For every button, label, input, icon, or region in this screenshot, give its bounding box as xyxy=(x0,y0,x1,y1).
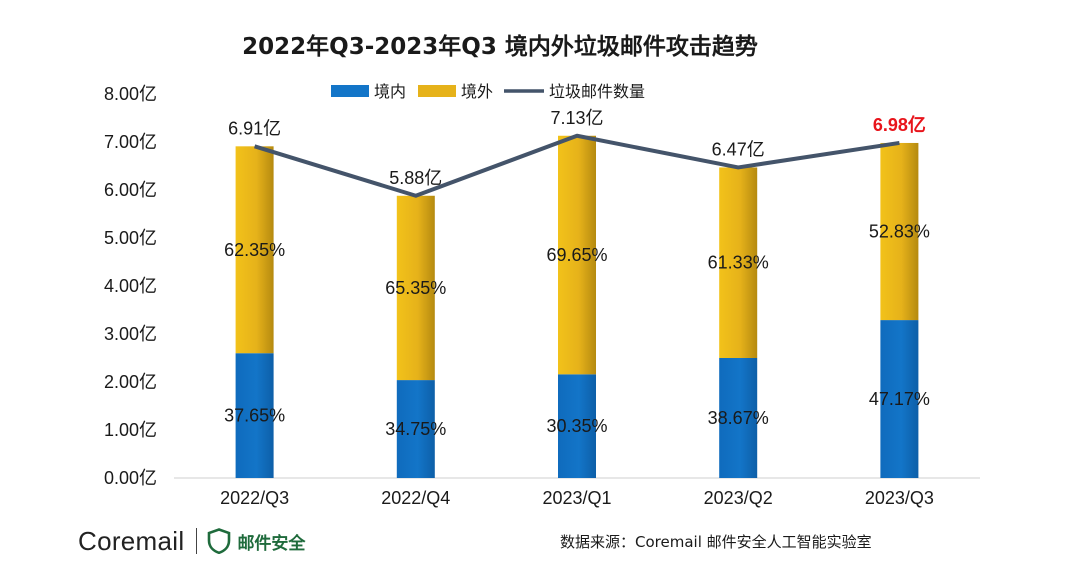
y-tick-label: 8.00亿 xyxy=(104,84,157,104)
trend-line: 6.91亿 5.88亿 7.13亿 6.47亿 6.98亿 xyxy=(228,108,926,198)
data-label-domestic: 34.75% xyxy=(385,419,446,439)
data-label-total: 7.13亿 xyxy=(550,108,603,128)
data-source: 数据来源：Coremail 邮件安全人工智能实验室 xyxy=(560,533,872,551)
x-tick-label: 2023/Q3 xyxy=(865,488,934,508)
data-label-domestic: 30.35% xyxy=(546,416,607,436)
bar-domestic xyxy=(396,380,435,478)
trend-line-path xyxy=(254,133,900,198)
brand-coremail: Coremail xyxy=(78,525,185,556)
brand-divider xyxy=(196,528,198,554)
y-tick-label: 0.00亿 xyxy=(104,468,157,488)
x-tick-label: 2022/Q4 xyxy=(381,488,450,508)
data-label-total: 6.91亿 xyxy=(228,118,281,138)
x-tick-label: 2022/Q3 xyxy=(220,488,289,508)
x-axis: 2022/Q3 2022/Q4 2023/Q1 2023/Q2 2023/Q3 xyxy=(220,488,934,508)
data-label-foreign: 69.65% xyxy=(546,245,607,265)
bar-domestic xyxy=(719,358,758,478)
y-tick-label: 5.00亿 xyxy=(104,228,157,248)
bar-foreign xyxy=(396,195,435,381)
data-label-foreign: 65.35% xyxy=(385,278,446,298)
y-tick-label: 6.00亿 xyxy=(104,180,157,200)
bar-domestic xyxy=(880,320,919,478)
y-tick-label: 2.00亿 xyxy=(104,372,157,392)
legend-label-domestic: 境内 xyxy=(374,82,406,101)
chart: 2022年Q3-2023年Q3 境内外垃圾邮件攻击趋势 境内 境外 垃圾邮件数量… xyxy=(104,33,980,508)
data-label-domestic: 37.65% xyxy=(224,406,285,426)
data-label-foreign: 61.33% xyxy=(708,253,769,273)
footer-brand: Coremail 邮件安全 xyxy=(78,524,305,558)
bar-foreign xyxy=(558,135,596,375)
y-axis: 0.00亿 1.00亿 2.00亿 3.00亿 4.00亿 5.00亿 6.00亿 7.00亿… xyxy=(104,84,157,488)
y-tick-label: 3.00亿 xyxy=(104,324,157,344)
data-label-total: 5.88亿 xyxy=(389,168,442,188)
legend-swatch-foreign xyxy=(418,85,456,97)
x-tick-label: 2023/Q2 xyxy=(704,488,773,508)
bar-domestic xyxy=(558,374,596,478)
legend-swatch-domestic xyxy=(331,85,369,97)
data-label-total: 6.98亿 xyxy=(873,114,926,135)
x-tick-label: 2023/Q1 xyxy=(542,488,611,508)
y-tick-label: 4.00亿 xyxy=(104,276,157,296)
data-label-total: 6.47亿 xyxy=(712,139,765,159)
bar-foreign xyxy=(719,167,758,358)
data-label-domestic: 47.17% xyxy=(869,389,930,409)
legend-label-total: 垃圾邮件数量 xyxy=(549,82,645,101)
data-label-foreign: 52.83% xyxy=(869,222,930,242)
chart-title: 2022年Q3-2023年Q3 境内外垃圾邮件攻击趋势 xyxy=(242,33,758,60)
y-tick-label: 7.00亿 xyxy=(104,132,157,152)
bar-domestic xyxy=(235,353,274,478)
data-label-domestic: 38.67% xyxy=(708,408,769,428)
bar-foreign xyxy=(235,146,274,354)
legend-label-foreign: 境外 xyxy=(461,82,493,101)
brand-mail-security: 邮件安全 xyxy=(237,533,306,554)
data-label-foreign: 62.35% xyxy=(224,240,285,260)
shield-icon xyxy=(208,528,231,554)
y-tick-label: 1.00亿 xyxy=(104,420,157,440)
bars: 37.65% 62.35% 34.75% 65.35% 30.35% 69.65% 38.6… xyxy=(224,135,930,478)
legend: 境内 境外 垃圾邮件数量 xyxy=(331,82,645,101)
bar-foreign xyxy=(880,142,919,321)
